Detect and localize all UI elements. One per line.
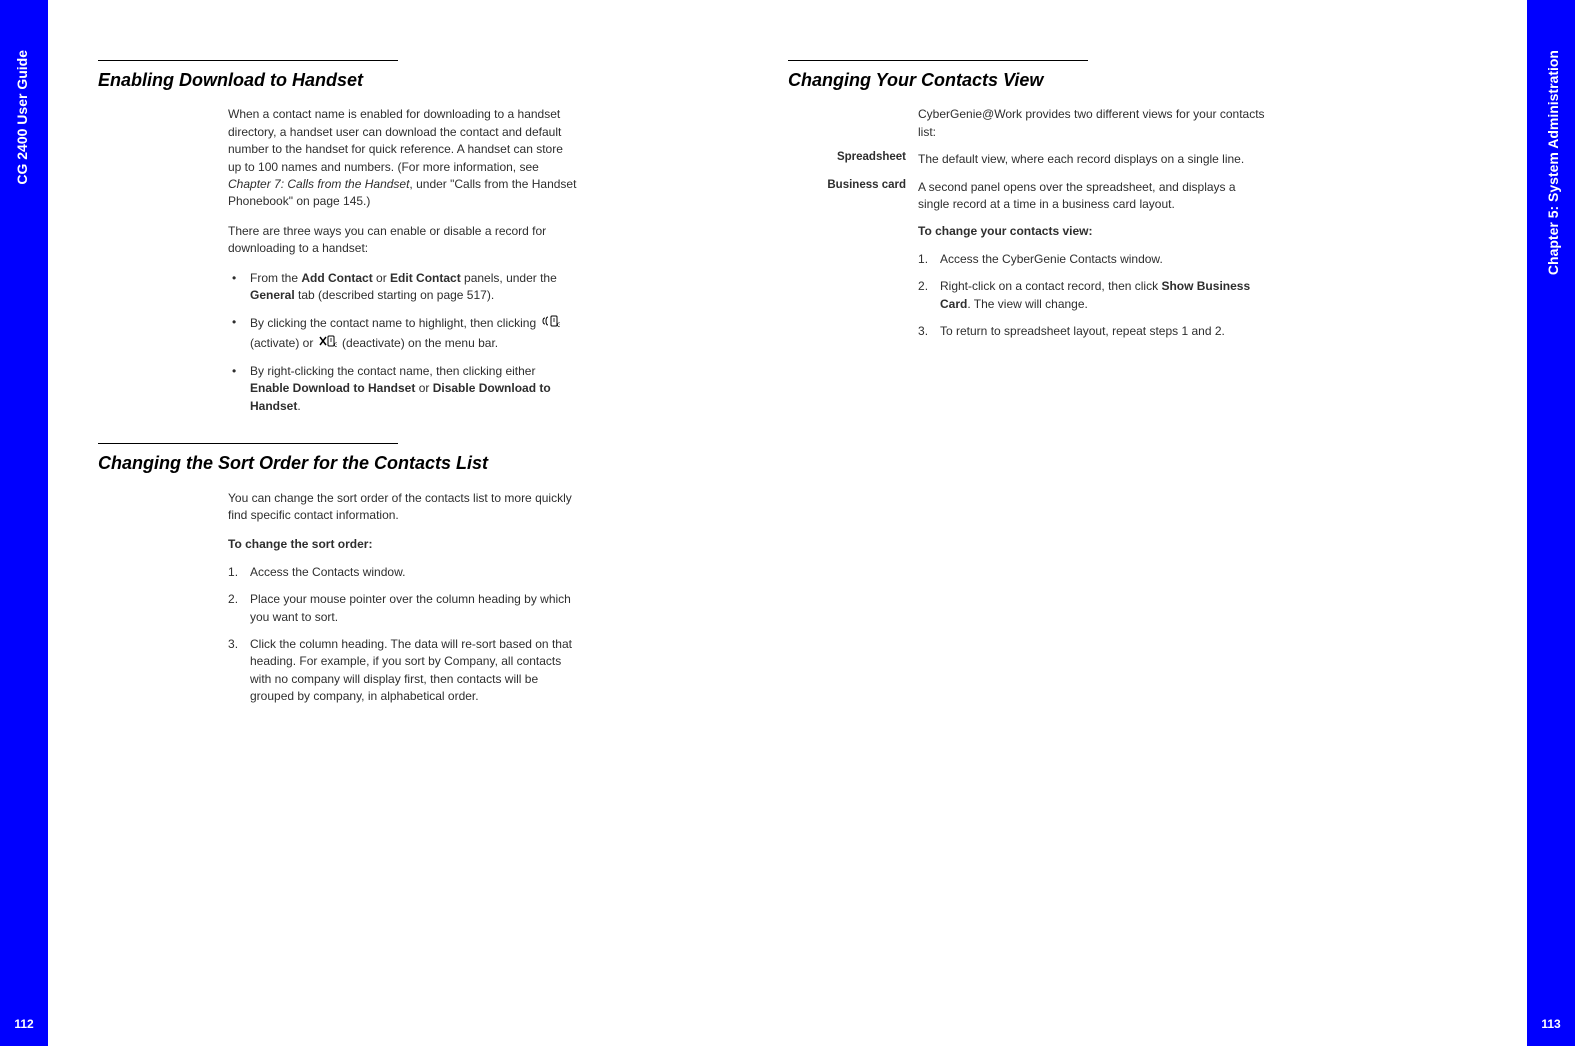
list-item: Click the column heading. The data will … bbox=[228, 636, 578, 706]
right-column: Changing Your Contacts View CyberGenie@W… bbox=[788, 60, 1268, 716]
section-title-enabling-download: Enabling Download to Handset bbox=[98, 69, 578, 92]
list-item: Access the CyberGenie Contacts window. bbox=[918, 251, 1268, 268]
def-value: A second panel opens over the spreadshee… bbox=[918, 179, 1268, 214]
list-item: From the Add Contact or Edit Contact pan… bbox=[228, 270, 578, 305]
para: You can change the sort order of the con… bbox=[228, 490, 578, 525]
content-area: Enabling Download to Handset When a cont… bbox=[98, 60, 1477, 716]
list-item: By right-clicking the contact name, then… bbox=[228, 363, 578, 415]
section-title-sort-order: Changing the Sort Order for the Contacts… bbox=[98, 452, 578, 475]
subhead-change-sort: To change the sort order: bbox=[228, 536, 578, 553]
list-item: To return to spreadsheet layout, repeat … bbox=[918, 323, 1268, 340]
left-sidebar: CG 2400 User Guide 112 bbox=[0, 0, 48, 1046]
list-item: By clicking the contact name to highligh… bbox=[228, 314, 578, 353]
section-rule bbox=[98, 443, 398, 444]
def-value: The default view, where each record disp… bbox=[918, 151, 1268, 168]
bullet-list: From the Add Contact or Edit Contact pan… bbox=[228, 270, 578, 416]
para: CyberGenie@Work provides two different v… bbox=[918, 106, 1268, 141]
deactivate-icon: G bbox=[319, 334, 337, 353]
body-sort-order: You can change the sort order of the con… bbox=[228, 490, 578, 706]
def-label: Business card bbox=[788, 179, 918, 214]
left-column: Enabling Download to Handset When a cont… bbox=[98, 60, 578, 716]
list-item: Access the Contacts window. bbox=[228, 564, 578, 581]
section-rule bbox=[788, 60, 1088, 61]
right-page-number: 113 bbox=[1527, 1017, 1575, 1031]
right-sidebar-label: Chapter 5: System Administration bbox=[1545, 50, 1561, 275]
list-item: Place your mouse pointer over the column… bbox=[228, 591, 578, 626]
para: There are three ways you can enable or d… bbox=[228, 223, 578, 258]
list-item: Right-click on a contact record, then cl… bbox=[918, 278, 1268, 313]
activate-icon: G bbox=[542, 314, 560, 333]
intro-row: CyberGenie@Work provides two different v… bbox=[788, 106, 1268, 141]
def-row-business-card: Business card A second panel opens over … bbox=[788, 179, 1268, 214]
left-page-number: 112 bbox=[0, 1017, 48, 1031]
subhead-change-view: To change your contacts view: bbox=[918, 223, 1268, 240]
body-contacts-view: CyberGenie@Work provides two different v… bbox=[788, 106, 1268, 340]
def-label: Spreadsheet bbox=[788, 151, 918, 168]
svg-text:G: G bbox=[334, 343, 337, 348]
right-sidebar: Chapter 5: System Administration 113 bbox=[1527, 0, 1575, 1046]
para: When a contact name is enabled for downl… bbox=[228, 106, 578, 210]
section-title-contacts-view: Changing Your Contacts View bbox=[788, 69, 1268, 92]
def-row-spreadsheet: Spreadsheet The default view, where each… bbox=[788, 151, 1268, 168]
ordered-list: Access the Contacts window. Place your m… bbox=[228, 564, 578, 706]
section-rule bbox=[98, 60, 398, 61]
ordered-list: Access the CyberGenie Contacts window. R… bbox=[918, 251, 1268, 341]
left-sidebar-label: CG 2400 User Guide bbox=[14, 50, 30, 185]
steps-block: To change your contacts view: Access the… bbox=[918, 223, 1268, 340]
body-enabling-download: When a contact name is enabled for downl… bbox=[228, 106, 578, 415]
svg-text:G: G bbox=[557, 323, 560, 328]
